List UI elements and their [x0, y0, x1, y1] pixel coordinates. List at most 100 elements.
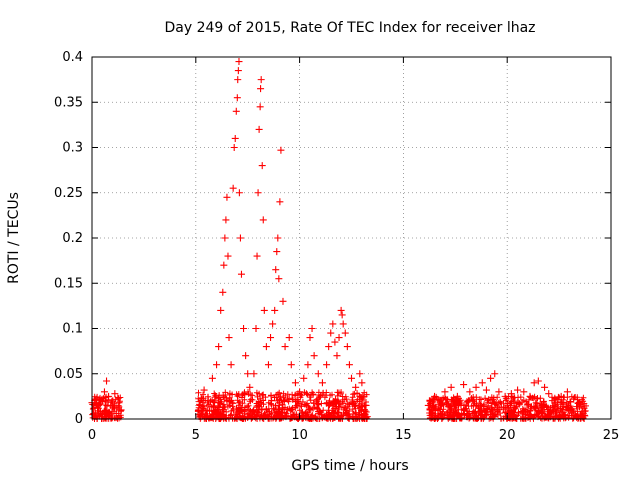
data-point-marker: [109, 397, 117, 405]
data-point-marker: [277, 146, 285, 154]
data-point-marker: [257, 76, 265, 84]
data-point-marker: [246, 383, 254, 391]
data-point-marker: [360, 392, 368, 400]
data-point-marker: [300, 374, 308, 382]
data-point-marker: [103, 377, 111, 385]
data-point-marker: [478, 379, 486, 387]
data-point-marker: [287, 361, 295, 369]
data-point-marker: [338, 311, 346, 319]
data-point-marker: [318, 379, 326, 387]
data-point-marker: [487, 374, 495, 382]
data-point-marker: [472, 383, 480, 391]
data-point-marker: [250, 370, 258, 378]
data-point-marker: [257, 85, 265, 93]
data-point-marker: [310, 352, 318, 360]
data-point-marker: [98, 397, 106, 405]
data-point-marker: [285, 334, 293, 342]
data-point-marker: [224, 252, 232, 260]
data-point-marker: [275, 275, 283, 283]
y-tick-label: 0.3: [62, 141, 83, 156]
data-point-marker: [259, 216, 267, 224]
data-point-marker: [234, 76, 242, 84]
data-point-marker: [236, 234, 244, 242]
data-point-marker: [113, 404, 121, 412]
data-point-marker: [258, 162, 266, 170]
data-point-marker: [424, 401, 432, 409]
data-point-marker: [576, 399, 584, 407]
data-point-marker: [333, 352, 341, 360]
data-point-marker: [447, 383, 455, 391]
data-point-marker: [281, 343, 289, 351]
data-point-marker: [541, 383, 549, 391]
data-point-marker: [240, 325, 248, 332]
data-point-marker: [339, 320, 347, 328]
data-point-marker: [233, 94, 241, 102]
data-point-marker: [223, 193, 231, 201]
y-tick-label: 0.05: [54, 367, 83, 382]
data-point-marker: [348, 374, 355, 382]
data-point-marker: [520, 388, 528, 396]
data-point-marker: [267, 334, 275, 342]
data-point-marker: [225, 334, 233, 342]
data-point-marker: [337, 306, 345, 314]
data-point-marker: [570, 395, 578, 403]
data-point-marker: [466, 388, 474, 396]
data-point-marker: [234, 67, 242, 75]
data-point-marker: [345, 361, 353, 369]
data-point-marker: [329, 320, 337, 328]
data-point-marker: [220, 261, 228, 269]
data-point-marker: [545, 390, 553, 398]
data-point-marker: [273, 248, 281, 256]
data-point-marker: [196, 401, 204, 409]
data-point-marker: [327, 329, 335, 337]
data-point-marker: [460, 381, 468, 389]
y-tick-labels: 0 0.05 0.1 0.15 0.2 0.25 0.3 0.35 0.4: [54, 50, 83, 427]
data-point-marker: [356, 370, 364, 378]
data-point-marker: [256, 103, 264, 111]
data-point-marker: [551, 397, 559, 405]
y-tick-label: 0.2: [62, 231, 83, 246]
data-point-marker: [204, 397, 212, 405]
data-point-marker: [358, 379, 366, 387]
data-point-marker: [96, 408, 104, 416]
data-point-marker: [227, 361, 235, 369]
data-point-marker: [232, 107, 240, 115]
data-point-marker: [431, 392, 439, 400]
noise-band: [194, 388, 371, 422]
data-point-marker: [200, 386, 208, 394]
data-point-marker: [111, 390, 119, 398]
data-point-marker: [230, 144, 238, 151]
data-point-marker: [362, 401, 370, 409]
chart-title: Day 249 of 2015, Rate Of TEC Index for r…: [164, 20, 535, 36]
data-point-marker: [437, 397, 445, 405]
data-point-marker: [495, 388, 503, 396]
data-point-marker: [325, 343, 333, 351]
data-point-marker: [335, 334, 343, 342]
x-tick-labels: 0 5 10 15 20 25: [88, 428, 619, 443]
data-point-marker: [222, 216, 230, 224]
data-point-marker: [217, 306, 225, 314]
x-tick-label: 15: [395, 428, 412, 443]
data-point-marker: [253, 252, 261, 260]
data-point-marker: [117, 406, 125, 414]
data-point-marker: [304, 361, 312, 369]
y-tick-label: 0.25: [54, 186, 83, 201]
data-point-marker: [291, 379, 299, 387]
data-point-marker: [244, 370, 252, 378]
data-point-marker: [260, 306, 268, 314]
data-point-marker: [237, 270, 245, 278]
x-tick-label: 25: [603, 428, 620, 443]
data-point-marker: [557, 392, 565, 400]
x-tick-label: 20: [499, 428, 516, 443]
data-point-marker: [563, 388, 571, 396]
data-point-marker: [105, 392, 113, 400]
data-point-marker: [254, 189, 262, 197]
data-point-marker: [491, 370, 499, 378]
data-point-marker: [255, 125, 263, 133]
data-point-marker: [231, 134, 239, 142]
data-point-marker: [514, 386, 522, 394]
data-point-marker: [482, 386, 490, 394]
data-point-marker: [323, 361, 331, 369]
x-axis-label: GPS time / hours: [291, 458, 408, 474]
data-point-marker: [262, 343, 270, 351]
